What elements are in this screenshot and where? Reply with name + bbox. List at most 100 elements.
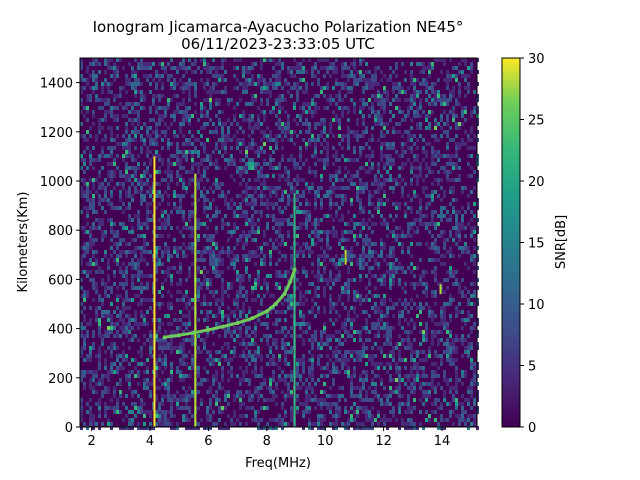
- noise-cell: [437, 154, 440, 158]
- noise-cell: [353, 254, 356, 258]
- noise-cell: [389, 274, 392, 278]
- noise-cell: [239, 406, 242, 410]
- noise-cell: [344, 62, 347, 66]
- noise-cell: [143, 314, 146, 318]
- noise-cell: [407, 226, 410, 230]
- noise-cell: [266, 134, 269, 138]
- noise-cell: [182, 294, 185, 298]
- noise-cell: [425, 418, 428, 422]
- noise-cell: [242, 338, 245, 342]
- noise-cell: [221, 346, 224, 350]
- noise-cell: [143, 94, 146, 98]
- noise-cell: [419, 114, 422, 118]
- noise-cell: [272, 110, 275, 114]
- noise-cell: [392, 130, 395, 134]
- noise-cell: [431, 134, 434, 138]
- noise-cell: [206, 98, 209, 102]
- noise-cell: [107, 82, 110, 86]
- noise-cell: [275, 82, 278, 86]
- noise-cell: [266, 406, 269, 410]
- noise-cell: [251, 94, 254, 98]
- noise-cell: [224, 390, 227, 394]
- noise-cell: [425, 126, 428, 130]
- noise-cell: [95, 374, 98, 378]
- noise-cell: [398, 202, 401, 206]
- noise-cell: [197, 178, 200, 182]
- noise-cell: [434, 134, 437, 138]
- noise-cell: [356, 122, 359, 126]
- noise-cell: [182, 378, 185, 382]
- noise-cell: [194, 150, 197, 154]
- noise-cell: [347, 374, 350, 378]
- noise-cell: [122, 350, 125, 354]
- noise-cell: [335, 402, 338, 406]
- noise-cell: [164, 410, 167, 414]
- noise-cell: [257, 230, 260, 234]
- noise-cell: [419, 222, 422, 226]
- noise-cell: [365, 362, 368, 366]
- noise-cell: [239, 282, 242, 286]
- noise-cell: [224, 354, 227, 358]
- noise-cell: [230, 98, 233, 102]
- noise-cell: [290, 378, 293, 382]
- noise-cell: [227, 202, 230, 206]
- noise-cell: [422, 222, 425, 226]
- noise-cell: [431, 374, 434, 378]
- noise-cell: [431, 86, 434, 90]
- noise-cell: [146, 202, 149, 206]
- noise-cell: [404, 90, 407, 94]
- noise-cell: [407, 110, 410, 114]
- noise-cell: [437, 374, 440, 378]
- noise-cell: [137, 130, 140, 134]
- noise-cell: [404, 210, 407, 214]
- noise-cell: [425, 114, 428, 118]
- noise-cell: [86, 198, 89, 202]
- noise-cell: [248, 274, 251, 278]
- noise-cell: [257, 426, 260, 430]
- noise-cell: [338, 370, 341, 374]
- noise-cell: [275, 286, 278, 290]
- noise-cell: [308, 410, 311, 414]
- noise-cell: [356, 70, 359, 74]
- noise-cell: [248, 194, 251, 198]
- noise-cell: [179, 66, 182, 70]
- noise-cell: [203, 66, 206, 70]
- noise-cell: [344, 306, 347, 310]
- noise-cell: [161, 194, 164, 198]
- noise-cell: [86, 70, 89, 74]
- noise-cell: [296, 182, 299, 186]
- noise-cell: [107, 266, 110, 270]
- noise-cell: [317, 266, 320, 270]
- noise-cell: [191, 390, 194, 394]
- noise-cell: [233, 298, 236, 302]
- noise-cell: [95, 226, 98, 230]
- noise-cell: [230, 230, 233, 234]
- noise-cell: [314, 290, 317, 294]
- noise-cell: [335, 410, 338, 414]
- noise-cell: [149, 126, 152, 130]
- noise-cell: [335, 330, 338, 334]
- noise-cell: [155, 270, 158, 274]
- noise-cell: [281, 274, 284, 278]
- noise-cell: [371, 390, 374, 394]
- noise-cell: [188, 170, 191, 174]
- noise-cell: [401, 142, 404, 146]
- noise-cell: [185, 114, 188, 118]
- noise-cell: [338, 410, 341, 414]
- noise-cell: [137, 214, 140, 218]
- noise-cell: [212, 262, 215, 266]
- noise-cell: [113, 322, 116, 326]
- noise-cell: [278, 126, 281, 130]
- noise-cell: [413, 94, 416, 98]
- noise-cell: [341, 342, 344, 346]
- noise-cell: [209, 118, 212, 122]
- noise-cell: [128, 314, 131, 318]
- noise-cell: [248, 102, 251, 106]
- noise-cell: [113, 386, 116, 390]
- noise-cell: [203, 198, 206, 202]
- noise-cell: [200, 398, 203, 402]
- noise-cell: [323, 374, 326, 378]
- noise-cell: [326, 394, 329, 398]
- noise-cell: [272, 370, 275, 374]
- noise-cell: [371, 194, 374, 198]
